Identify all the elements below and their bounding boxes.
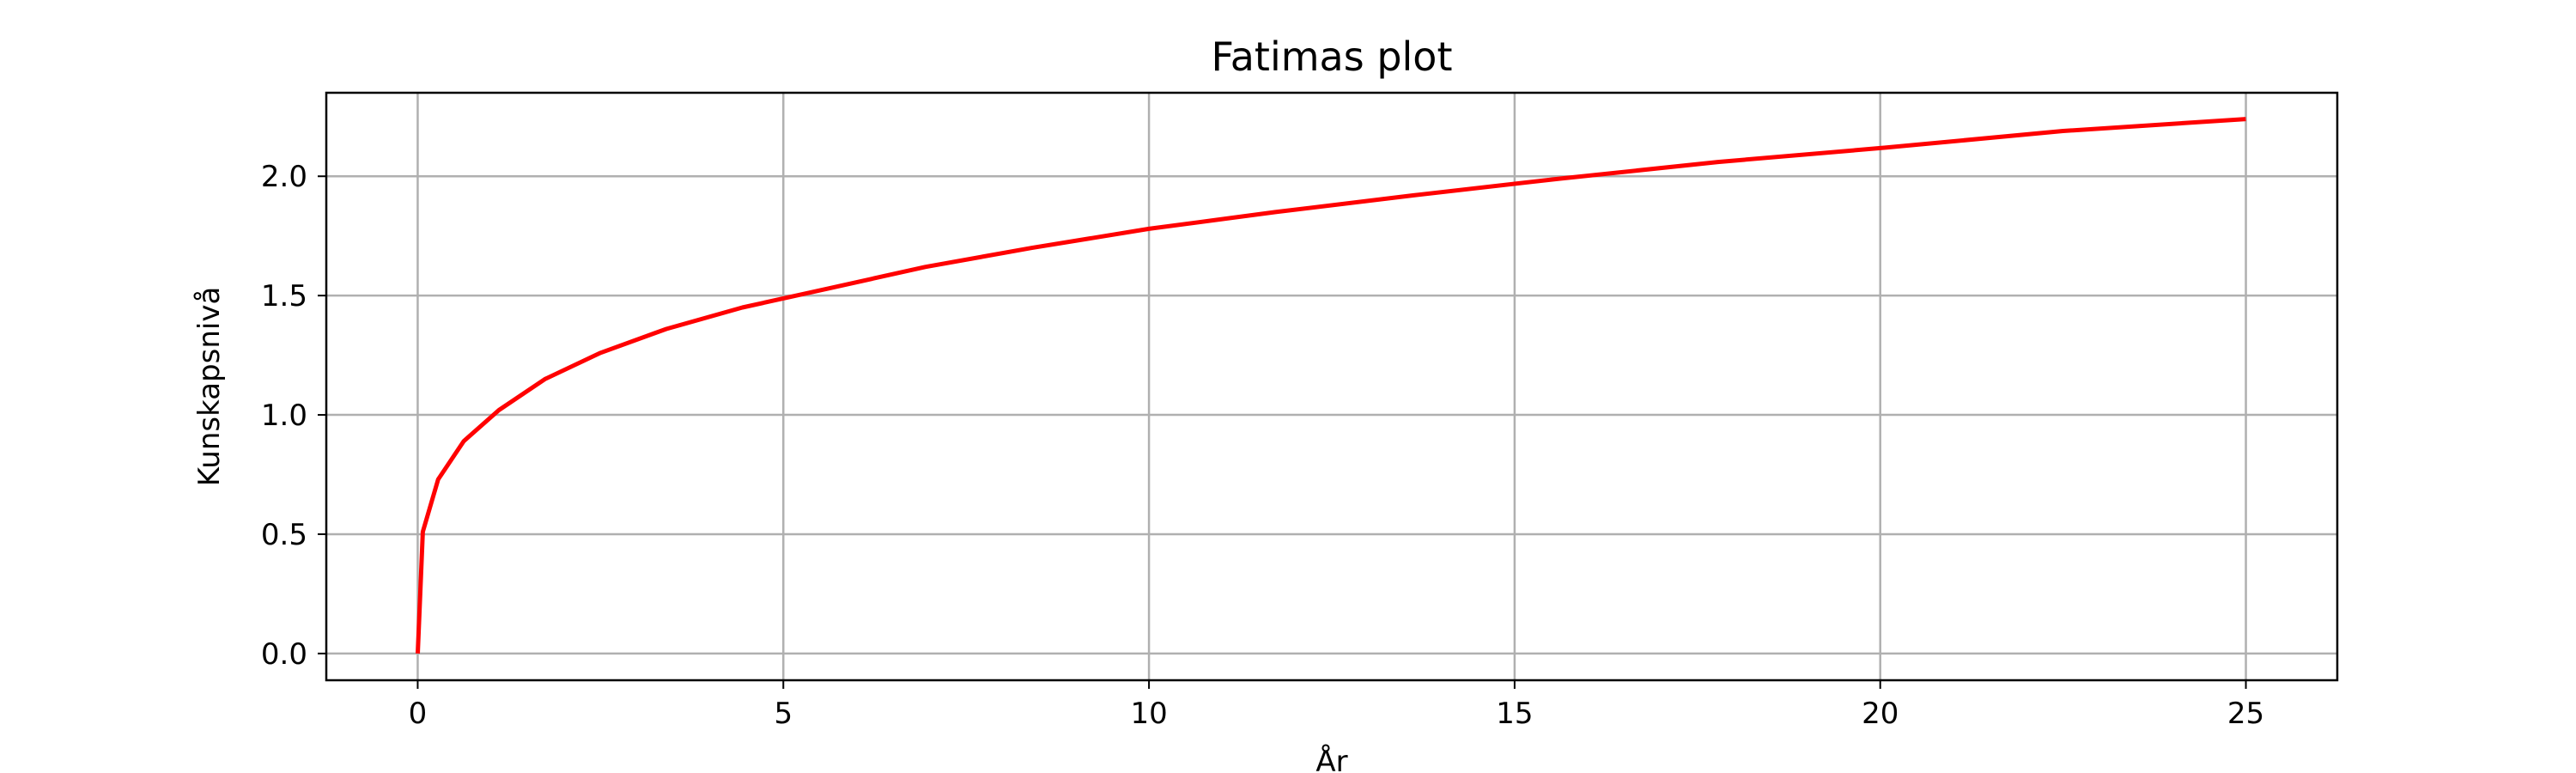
- y-tick-label: 1.5: [261, 279, 307, 313]
- series-line: [416, 117, 2246, 654]
- y-axis-label: Kunskapsnivå: [192, 287, 227, 487]
- x-tick-label: 20: [1862, 697, 1899, 731]
- x-axis-label: År: [1315, 744, 1347, 773]
- y-tick-label: 2.0: [261, 160, 307, 194]
- series-layer: [416, 117, 2246, 654]
- x-tick-label: 25: [2227, 697, 2264, 731]
- y-tick-label: 1.0: [261, 399, 307, 433]
- x-tick-label: 15: [1496, 697, 1533, 731]
- x-tick-label: 5: [774, 697, 793, 731]
- plot-frame: [325, 91, 2339, 682]
- x-tick-label: 10: [1130, 697, 1167, 731]
- y-tick-label: 0.0: [261, 637, 307, 672]
- chart-title: Fatimas plot: [1212, 33, 1453, 80]
- grid-layer: [326, 93, 2337, 680]
- y-tick-label: 0.5: [261, 518, 307, 552]
- x-tick-label: 0: [409, 697, 428, 731]
- tick-layer: 0 5 10 15 20 25 0.0 0.5 1.0 1.5 2.0: [261, 160, 2264, 731]
